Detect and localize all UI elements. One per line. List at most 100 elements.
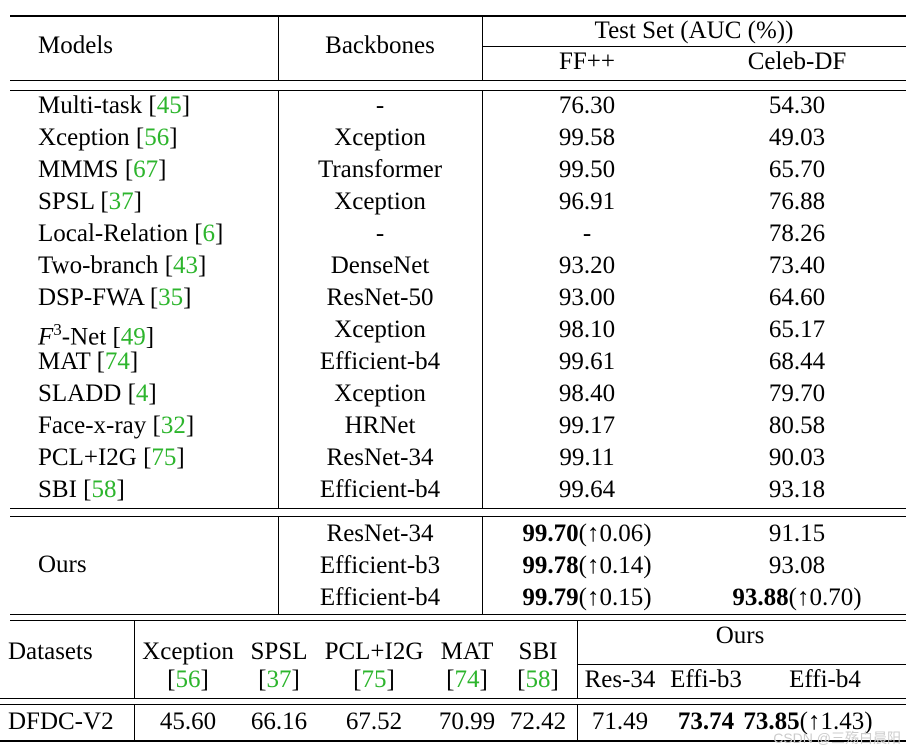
model-name-text: Local-Relation <box>38 220 188 247</box>
citation-link[interactable]: 6 <box>202 220 216 247</box>
celeb-df-cell: 54.30 <box>768 92 826 119</box>
backbone-cell: Xception <box>334 188 426 215</box>
citation-link[interactable]: 43 <box>173 252 199 279</box>
backbone-cell: ResNet-34 <box>326 444 434 471</box>
celeb-df-cell: 68.44 <box>768 348 826 375</box>
testset-underline <box>482 46 906 47</box>
model-name-text: SLADD <box>38 380 122 407</box>
table2-ours-value-effib3: 73.74 <box>677 708 735 735</box>
model-name: MMMS [67] <box>38 156 167 183</box>
citation-link[interactable]: 74 <box>454 666 480 693</box>
citation-link[interactable]: 67 <box>133 156 159 183</box>
table2-method-name: SBI <box>518 638 558 665</box>
model-name: Multi-task [45] <box>38 92 191 119</box>
model-name-text: DSP-FWA <box>38 284 144 311</box>
col-sep-5 <box>278 516 279 614</box>
ours-backbone: Efficient-b4 <box>319 584 441 611</box>
ffpp-cell: 98.40 <box>558 380 616 407</box>
table2-method-ref: [75] <box>353 666 395 693</box>
model-name-sup: 3 <box>53 320 62 339</box>
citation-link[interactable]: 37 <box>266 666 292 693</box>
table2-header-rule-1 <box>0 698 906 699</box>
ffpp-cell: 93.00 <box>558 284 616 311</box>
model-name: F3-Net [49] <box>38 320 155 351</box>
table2-value: 72.42 <box>509 708 567 735</box>
backbone-cell: Efficient-b4 <box>319 476 441 503</box>
ffpp-cell: 93.20 <box>558 252 616 279</box>
citation-link[interactable]: 58 <box>525 666 551 693</box>
ffpp-cell: 99.50 <box>558 156 616 183</box>
table2-bottom-rule <box>0 740 906 742</box>
ours-ffpp: 99.70(↑0.06) <box>522 520 652 547</box>
celeb-df-cell: 76.88 <box>768 188 826 215</box>
citation-link[interactable]: 37 <box>108 188 134 215</box>
celeb-df-cell: 65.70 <box>768 156 826 183</box>
header-rule-2 <box>10 90 906 91</box>
table2-ours-effib3: Effi-b3 <box>670 666 742 693</box>
watermark: CSDN @三殇白晨阳 <box>773 730 901 746</box>
citation-link[interactable]: 56 <box>144 124 170 151</box>
model-name-text: SBI <box>38 476 77 503</box>
header-backbones: Backbones <box>325 32 435 59</box>
ffpp-cell: 76.30 <box>558 92 616 119</box>
backbone-cell: - <box>375 220 385 247</box>
model-name-text: Xception <box>38 124 130 151</box>
model-name: SPSL [37] <box>38 188 142 215</box>
col-sep-3 <box>278 90 279 508</box>
citation-link[interactable]: 75 <box>151 444 177 471</box>
citation-link[interactable]: 58 <box>91 476 117 503</box>
model-name-text: MAT <box>38 348 91 375</box>
model-name-text: Face-x-ray <box>38 412 147 439</box>
model-name: SBI [58] <box>38 476 125 503</box>
ffpp-cell: 99.61 <box>558 348 616 375</box>
citation-link[interactable]: 32 <box>160 412 186 439</box>
ffpp-cell: 99.58 <box>558 124 616 151</box>
backbone-cell: Xception <box>334 124 426 151</box>
table2-ours-value-effib4: 73.85(↑1.43) <box>743 708 873 735</box>
model-name-prefix: F <box>38 323 54 351</box>
table2-row-name: DFDC-V2 <box>8 708 114 735</box>
t2-sep-1 <box>134 620 135 698</box>
backbone-cell: Xception <box>334 380 426 407</box>
table2-header-rule-2 <box>0 704 906 705</box>
ffpp-cell: 99.64 <box>558 476 616 503</box>
celeb-df-cell: 65.17 <box>768 316 826 343</box>
citation-link[interactable]: 45 <box>156 92 182 119</box>
col-sep-1 <box>278 15 279 81</box>
backbone-cell: Xception <box>334 316 426 343</box>
celeb-df-cell: 79.70 <box>768 380 826 407</box>
model-name: Local-Relation [6] <box>38 220 224 247</box>
celeb-df-cell: 80.58 <box>768 412 826 439</box>
ffpp-cell: - <box>582 220 592 247</box>
citation-link[interactable]: 74 <box>104 348 130 375</box>
table2-method-name: MAT <box>440 638 494 665</box>
ours-ffpp: 99.79(↑0.15) <box>522 584 652 611</box>
citation-link[interactable]: 4 <box>135 380 149 407</box>
table2-ours-effib4: Effi-b4 <box>789 666 861 693</box>
citation-link[interactable]: 75 <box>361 666 387 693</box>
model-name: Xception [56] <box>38 124 178 151</box>
citation-link[interactable]: 35 <box>158 284 184 311</box>
table2-method-ref: [58] <box>517 666 559 693</box>
model-name-text: MMMS <box>38 156 119 183</box>
model-name: DSP-FWA [35] <box>38 284 192 311</box>
model-name: SLADD [4] <box>38 380 157 407</box>
table2-value: 45.60 <box>159 708 217 735</box>
t2-sep-4 <box>577 704 578 740</box>
ours-rule-2 <box>10 516 906 517</box>
header-celeb-df: Celeb-DF <box>747 48 847 75</box>
celeb-df-cell: 73.40 <box>768 252 826 279</box>
table1-bottom-rule-2 <box>10 620 906 621</box>
table2-method-ref: [37] <box>258 666 300 693</box>
table2-method-name: PCL+I2G <box>324 638 424 665</box>
table2-value: 70.99 <box>438 708 496 735</box>
table1-bottom-rule-1 <box>10 614 906 615</box>
citation-link[interactable]: 56 <box>175 666 201 693</box>
citation-link[interactable]: 49 <box>120 323 146 351</box>
celeb-df-cell: 78.26 <box>768 220 826 247</box>
celeb-df-cell: 90.03 <box>768 444 826 471</box>
backbone-cell: ResNet-50 <box>326 284 434 311</box>
ours-celeb-df: 93.88(↑0.70) <box>732 584 862 611</box>
model-name: MAT [74] <box>38 348 139 375</box>
model-name: Face-x-ray [32] <box>38 412 195 439</box>
